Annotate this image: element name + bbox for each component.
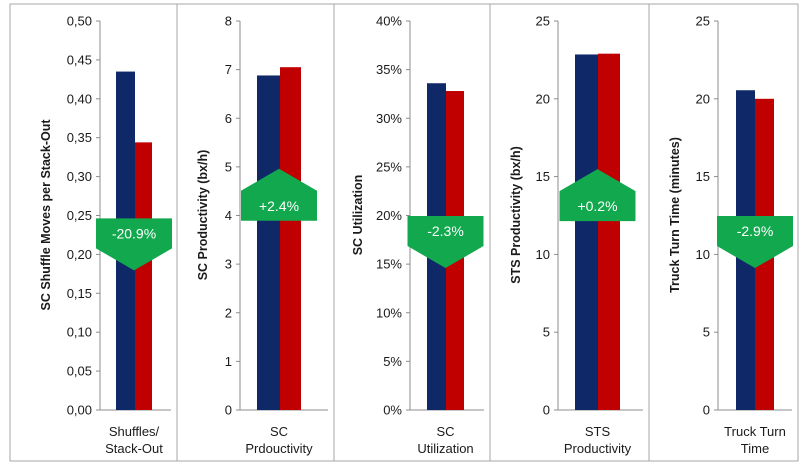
y-tick-label: 0 [703,403,710,418]
category-label: SC [270,424,288,439]
y-tick-label: 1 [225,354,232,369]
y-tick-label: 0 [543,403,550,418]
y-tick-label: 25 [536,14,550,29]
change-badge-arrow [407,216,484,269]
y-tick-label: 0,40 [67,91,92,106]
bar-series-2 [280,67,301,410]
y-tick-label: 0,15 [67,286,92,301]
bar-series-1 [575,54,598,410]
change-badge-arrow [717,216,793,269]
y-tick-label: 0,00 [67,403,92,418]
bar-series-2 [598,53,620,411]
category-label: Truck Turn [724,424,786,439]
y-tick-label: 25 [696,14,710,29]
y-tick-label: 3 [225,257,232,272]
y-tick-label: 7 [225,62,232,77]
y-tick-label: 5% [383,354,402,369]
y-tick-label: 10 [536,247,550,262]
change-badge-label: +0.2% [577,198,617,214]
y-tick-label: 0,35 [67,130,92,145]
category-label: Productivity [564,441,632,456]
y-tick-label: 0,45 [67,52,92,67]
y-tick-label: 2 [225,305,232,320]
change-badge-label: +2.4% [259,198,299,214]
y-tick-label: 25% [376,159,402,174]
y-axis-title: SC Utilization [351,175,365,256]
y-tick-label: 0,25 [67,208,92,223]
y-tick-label: 0,30 [67,169,92,184]
category-label: SC [436,424,454,439]
y-tick-label: 6 [225,111,232,126]
y-tick-label: 30% [376,111,402,126]
y-tick-label: 5 [703,325,710,340]
y-tick-label: 0% [383,403,402,418]
y-tick-label: 5 [543,325,550,340]
chart-panel-4: 0 5 10 15 20 25 STS Productivity (bx/h) STS Prod… [489,4,643,461]
chart-panel-5: 0 5 10 15 20 25 Truck Turn Time (minutes) Truck… [648,4,793,461]
category-label: STS [585,424,611,439]
change-badge-label: -20.9% [112,225,156,241]
y-tick-label: 15 [696,169,710,184]
category-label: Prdouctivity [245,441,313,456]
y-axis-title: STS Productivity (bx/h) [509,146,523,284]
y-tick-label: 8 [225,14,232,29]
y-axis-title: Truck Turn Time (minutes) [668,137,682,293]
y-tick-label: 10% [376,305,402,320]
category-label: Time [741,441,769,456]
y-axis-title: SC Shuffle Moves per Stack-Out [39,119,53,311]
y-tick-label: 0,20 [67,247,92,262]
change-badge-arrow [559,169,636,222]
y-tick-label: 40% [376,14,402,29]
bar-series-2 [135,142,152,411]
chart-panel-1: 0,00 0,05 0,10 0,15 0,20 0,25 0,30 0,35 0,40 0,45… [39,14,172,456]
y-tick-label: 20 [696,91,710,106]
y-tick-label: 20 [536,91,550,106]
change-badge-label: -2.9% [737,223,774,239]
y-axis-title: SC Productivity (bx/h) [196,150,210,281]
y-tick-label: 0,10 [67,325,92,340]
change-badge-arrow [241,168,317,221]
y-tick-label: 10 [696,247,710,262]
category-label: Stack-Out [105,441,163,456]
y-tick-label: 0,05 [67,364,92,379]
change-badge-label: -2.3% [427,223,464,239]
chart-panel-2: 0 1 2 3 4 5 6 7 8 SC Productivity (bx/h) SC Prdouct… [176,4,328,461]
chart-panel-3: 0% 5% 10% 15% 20% 25% 30% 35% 40% SC Utilization S… [333,4,484,461]
category-label: Utilization [417,441,473,456]
y-tick-label: 5 [225,159,232,174]
y-tick-label: 35% [376,62,402,77]
category-label: Shuffles/ [109,424,160,439]
y-tick-label: 15 [536,169,550,184]
y-tick-label: 0,50 [67,14,92,29]
y-tick-label: 20% [376,208,402,223]
y-tick-label: 4 [225,208,232,223]
change-badge-arrow [96,218,172,271]
y-tick-label: 0 [225,403,232,418]
bar-series-1 [257,75,280,411]
y-tick-label: 15% [376,257,402,272]
